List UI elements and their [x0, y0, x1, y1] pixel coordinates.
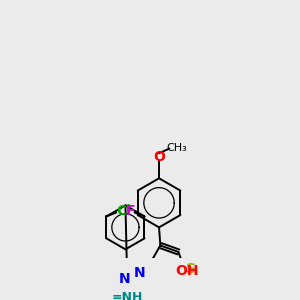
- Text: =NH: =NH: [112, 291, 143, 300]
- Text: Cl: Cl: [116, 204, 131, 218]
- Text: OH: OH: [175, 264, 199, 278]
- Text: S: S: [186, 262, 196, 276]
- Text: N: N: [119, 272, 130, 286]
- Text: O: O: [153, 150, 165, 164]
- Text: N: N: [133, 266, 145, 280]
- Text: CH₃: CH₃: [166, 143, 187, 153]
- Text: F: F: [125, 204, 135, 218]
